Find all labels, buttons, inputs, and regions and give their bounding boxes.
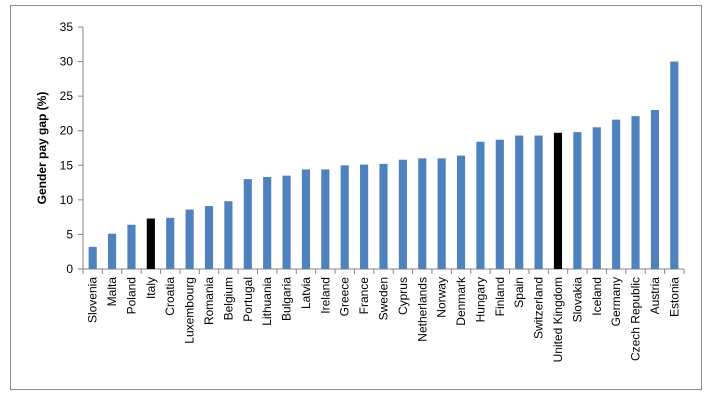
y-tick-label: 30	[60, 55, 74, 69]
x-tick-label: Italy	[144, 277, 158, 299]
bar-lithuania	[263, 177, 272, 269]
bar-norway	[437, 158, 446, 269]
x-tick-label: Netherlands	[415, 277, 429, 342]
bar-croatia	[166, 217, 175, 269]
bar-france	[360, 164, 369, 269]
bar-latvia	[301, 169, 311, 269]
y-tick-label: 0	[66, 262, 73, 276]
x-tick-label: Iceland	[590, 277, 604, 316]
x-tick-label: Hungary	[473, 277, 487, 322]
bar-hungary	[476, 141, 485, 269]
x-tick-label: Croatia	[163, 277, 177, 316]
bar-austria	[650, 109, 659, 269]
x-tick-label: Poland	[124, 277, 138, 314]
y-tick-label: 20	[60, 124, 74, 138]
bar-greece	[340, 165, 349, 269]
bar-netherlands	[418, 158, 427, 269]
bars	[88, 61, 679, 270]
bar-italy	[146, 218, 155, 269]
x-tick-label: Slovenia	[86, 277, 100, 323]
x-tick-label: Lithuania	[260, 277, 274, 326]
x-tick-label: Estonia	[667, 277, 681, 317]
x-tick-label: France	[357, 277, 371, 315]
bar-slovenia	[88, 246, 97, 269]
bar-malta	[108, 233, 117, 269]
bar-iceland	[592, 127, 601, 269]
x-tick-label: Norway	[435, 277, 449, 318]
bar-romania	[204, 206, 214, 269]
x-tick-label: Switzerland	[532, 277, 546, 339]
x-tick-label: Malta	[105, 277, 119, 307]
x-tick-label: Sweden	[377, 277, 391, 320]
bar-portugal	[243, 179, 252, 269]
bar-germany	[612, 119, 621, 270]
chart-frame	[10, 5, 702, 390]
bar-ireland	[321, 169, 330, 269]
x-tick-label: Portugal	[241, 277, 255, 322]
y-tick-label: 15	[60, 158, 74, 172]
x-tick-label: Czech Republic	[629, 277, 643, 361]
x-tick-labels: Slovenia Malta Poland Italy Croatia Luxembour…	[86, 276, 682, 362]
x-tick-label: Latvia	[299, 277, 313, 309]
x-tick-label: Spain	[512, 277, 526, 308]
y-tick-label: 25	[60, 89, 74, 103]
x-tick-label: Romania	[202, 277, 216, 325]
bar-switzerland	[534, 135, 543, 269]
bar-estonia	[670, 61, 679, 269]
x-tick-label: Slovakia	[570, 277, 584, 323]
x-tick-label: Austria	[648, 277, 662, 315]
bar-finland	[495, 139, 504, 269]
y-tick-label: 5	[66, 227, 73, 241]
bar-denmark	[456, 155, 466, 269]
y-tick-label: 10	[60, 193, 74, 207]
x-tick-label: Belgium	[221, 277, 235, 320]
y-tick-labels: 0 5 10 15 20 25 30 35	[60, 20, 74, 276]
bar-luxembourg	[185, 209, 194, 269]
x-tick-label: United Kingdom	[551, 277, 565, 362]
y-axis-title: Gender pay gap (%)	[35, 92, 49, 205]
bar-czech-republic	[631, 116, 640, 269]
y-tick-label: 35	[60, 20, 74, 34]
x-tick-label: Luxembourg	[183, 277, 197, 344]
bar-bulgaria	[282, 175, 291, 269]
bar-belgium	[224, 201, 233, 269]
x-tick-label: Ireland	[318, 277, 332, 314]
x-tick-label: Greece	[338, 277, 352, 317]
bar-sweden	[379, 163, 388, 269]
bar-spain	[515, 135, 524, 269]
bar-slovakia	[573, 132, 582, 269]
bar-cyprus	[398, 159, 407, 269]
x-tick-label: Finland	[493, 277, 507, 316]
x-tick-label: Denmark	[454, 276, 468, 326]
x-tick-label: Bulgaria	[280, 277, 294, 321]
x-tick-label: Cyprus	[396, 277, 410, 315]
bar-united-kingdom	[553, 132, 563, 269]
bar-poland	[127, 224, 136, 269]
x-tick-label: Germany	[609, 277, 623, 326]
